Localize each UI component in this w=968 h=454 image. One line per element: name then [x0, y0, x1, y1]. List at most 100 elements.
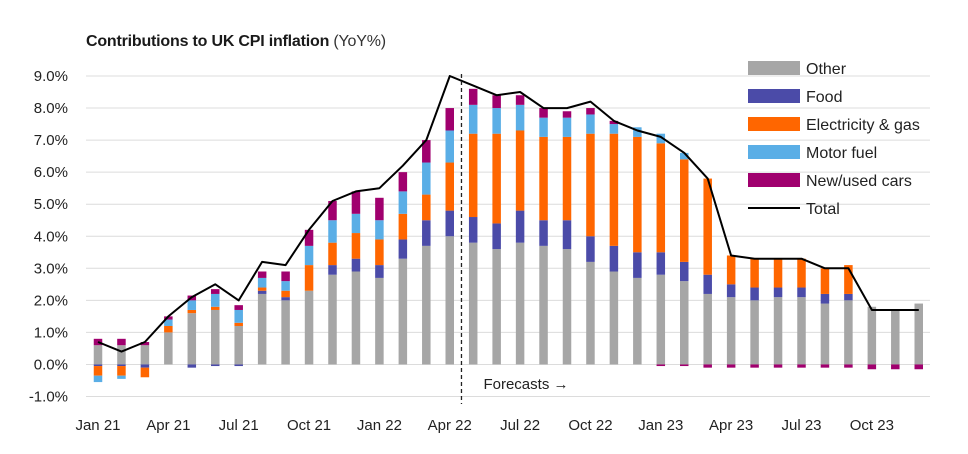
- bar-segment-motor-fuel: [539, 117, 548, 137]
- bar-segment-other: [281, 300, 290, 365]
- bar-segment-other: [257, 293, 267, 365]
- bar-segment-food: [609, 245, 619, 272]
- bar-segment-motor-fuel: [680, 152, 689, 160]
- bar-segment-food: [726, 284, 736, 298]
- bar-segment-food: [398, 239, 408, 259]
- bar-segment-other: [398, 258, 408, 365]
- bar-segment-electricity-gas: [609, 133, 619, 246]
- bar-segment-motor-fuel: [468, 104, 478, 134]
- bar-segment-food: [445, 210, 454, 237]
- bar-segment-other: [117, 345, 126, 365]
- chart-title: Contributions to UK CPI inflation (YoY%): [86, 33, 386, 51]
- bar-segment-other: [93, 345, 103, 365]
- bar-segment-other: [351, 271, 361, 365]
- bar-segment-food: [93, 364, 103, 367]
- bar-segment-food: [586, 236, 595, 262]
- bar-segment-other: [375, 277, 384, 365]
- bar-segment-food: [211, 364, 220, 367]
- bar-segment-electricity-gas: [257, 287, 267, 291]
- bar-segment-other: [914, 303, 923, 365]
- bar-segment-new-used-cars: [820, 364, 830, 368]
- bar-segment-motor-fuel: [609, 124, 619, 134]
- bar-segment-electricity-gas: [586, 133, 595, 237]
- x-tick-label: Apr 22: [428, 417, 472, 434]
- bar-segment-food: [820, 293, 830, 304]
- bar-segment-food: [539, 220, 548, 246]
- bar-segment-food: [773, 287, 783, 298]
- x-tick-label: Oct 21: [287, 417, 331, 434]
- bar-segment-new-used-cars: [304, 229, 314, 246]
- bar-segment-electricity-gas: [398, 213, 408, 240]
- legend-label-new-used-cars: New/used cars: [806, 173, 912, 190]
- bar-segment-motor-fuel: [304, 245, 314, 266]
- bar-segment-motor-fuel: [211, 293, 220, 307]
- stacked-bars: [93, 88, 923, 383]
- bar-segment-new-used-cars: [117, 338, 126, 346]
- bar-segment-electricity-gas: [680, 159, 689, 262]
- bar-segment-electricity-gas: [656, 143, 666, 253]
- y-tick-label: -1.0%: [29, 389, 68, 406]
- x-tick-label: Jul 21: [219, 417, 259, 434]
- x-tick-label: Jan 23: [638, 417, 683, 434]
- y-tick-label: 3.0%: [34, 260, 68, 277]
- bar-segment-other: [680, 281, 689, 365]
- bar-segment-new-used-cars: [867, 364, 877, 370]
- bar-segment-motor-fuel: [187, 300, 197, 310]
- bar-segment-electricity-gas: [422, 194, 431, 221]
- bar-segment-food: [257, 290, 267, 294]
- bar-segment-other: [304, 290, 314, 365]
- bar-segment-food: [140, 364, 150, 368]
- bar-segment-electricity-gas: [750, 258, 759, 288]
- forecast-annotation: Forecasts →: [483, 376, 568, 393]
- bar-segment-electricity-gas: [773, 258, 783, 288]
- bar-segment-new-used-cars: [164, 316, 173, 320]
- legend-label-electricity-gas: Electricity & gas: [806, 117, 920, 134]
- bar-segment-food: [515, 210, 525, 243]
- bar-segment-electricity-gas: [117, 366, 126, 376]
- bar-segment-motor-fuel: [164, 319, 173, 326]
- legend-label-motor-fuel: Motor fuel: [806, 145, 877, 162]
- bar-segment-other: [609, 271, 619, 365]
- bar-segment-other: [703, 293, 712, 365]
- bar-segment-new-used-cars: [398, 172, 408, 192]
- legend-label-other: Other: [806, 61, 847, 78]
- y-gridlines: [86, 75, 930, 397]
- bar-segment-motor-fuel: [281, 281, 290, 291]
- bar-segment-other: [820, 303, 830, 365]
- y-tick-label: 2.0%: [34, 292, 68, 309]
- x-tick-label: Jul 22: [500, 417, 540, 434]
- bar-segment-electricity-gas: [140, 367, 150, 378]
- bar-segment-electricity-gas: [515, 130, 525, 211]
- x-axis: Jan 21 Apr 21 Jul 21 Oct 21 Jan 22 Apr 22 Jul …: [75, 417, 893, 434]
- bar-segment-electricity-gas: [633, 136, 642, 253]
- bar-segment-other: [468, 242, 478, 365]
- y-axis: -1.0% 0.0% 1.0% 2.0% 3.0% 4.0% 5.0% 6.0% 7.0% 8.0…: [29, 68, 68, 406]
- bar-segment-new-used-cars: [281, 271, 290, 282]
- bar-segment-other: [797, 297, 806, 365]
- bar-segment-food: [281, 297, 290, 301]
- x-tick-label: Jul 23: [781, 417, 821, 434]
- bar-segment-motor-fuel: [422, 162, 431, 195]
- bar-segment-food: [844, 293, 853, 301]
- bar-segment-electricity-gas: [328, 242, 337, 266]
- bar-segment-motor-fuel: [351, 213, 361, 234]
- legend-swatch-motor-fuel: [748, 145, 800, 159]
- y-tick-label: 7.0%: [34, 132, 68, 149]
- bar-segment-motor-fuel: [398, 191, 408, 214]
- bar-segment-food: [750, 287, 759, 301]
- bar-segment-food: [633, 252, 642, 278]
- x-tick-label: Jan 21: [75, 417, 120, 434]
- bar-segment-motor-fuel: [234, 309, 243, 323]
- bar-segment-electricity-gas: [844, 265, 853, 294]
- bar-segment-electricity-gas: [562, 136, 572, 221]
- legend-label-total: Total: [806, 201, 840, 218]
- bar-segment-motor-fuel: [492, 108, 501, 134]
- bar-segment-motor-fuel: [562, 117, 572, 137]
- bar-segment-new-used-cars: [750, 364, 759, 368]
- bar-segment-motor-fuel: [93, 375, 103, 383]
- bar-segment-food: [234, 364, 243, 367]
- bar-segment-new-used-cars: [468, 88, 478, 105]
- x-tick-label: Apr 23: [709, 417, 753, 434]
- bar-segment-food: [703, 274, 712, 294]
